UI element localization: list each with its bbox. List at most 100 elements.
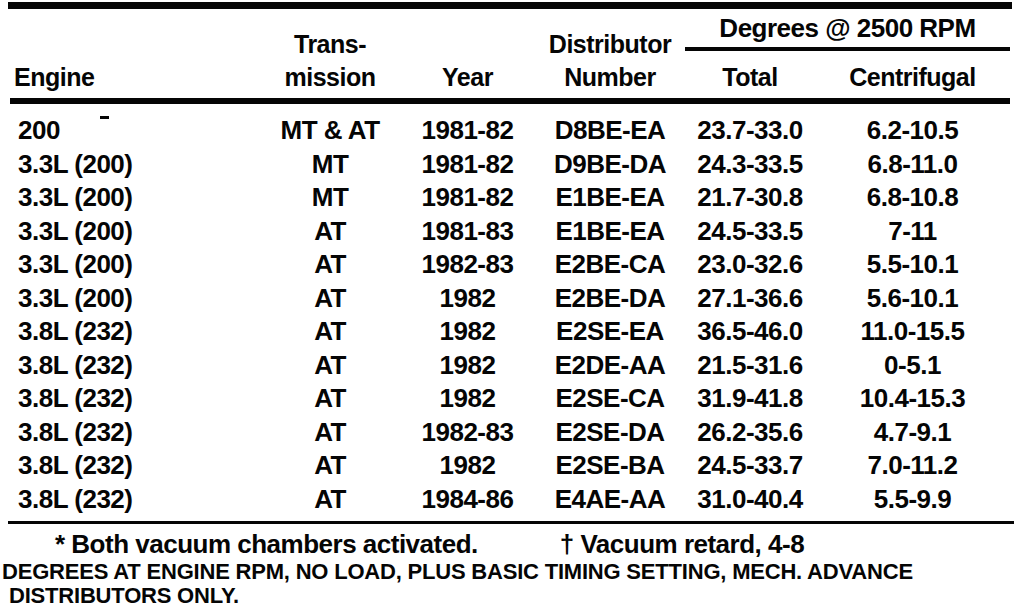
cell-centrifugal-degrees: 6.8-11.0: [815, 149, 1010, 180]
cell-centrifugal-degrees: 7.0-11.2: [815, 450, 1010, 481]
cell-engine: 3.8L (232): [10, 484, 260, 515]
cell-engine: 3.8L (232): [10, 383, 260, 414]
cell-total-degrees: 23.0-32.6: [685, 249, 815, 280]
cell-engine: 3.8L (232): [10, 316, 260, 347]
cell-transmission: AT: [260, 283, 400, 314]
cell-total-degrees: 26.2-35.6: [685, 417, 815, 448]
cell-distributor-number: E2SE-DA: [535, 417, 685, 448]
cell-year: 1981-82: [400, 149, 535, 180]
cell-centrifugal-degrees: 0-5.1: [815, 350, 1010, 381]
cell-distributor-number: E4AE-AA: [535, 484, 685, 515]
cell-centrifugal-degrees: 6.2-10.5: [815, 115, 1010, 146]
cell-centrifugal-degrees: 5.5-9.9: [815, 484, 1010, 515]
table-row: 3.8L (232) AT 1982 E2DE-AA 21.5-31.6 0-5…: [10, 349, 1010, 383]
cell-year: 1982-83: [400, 249, 535, 280]
column-header-engine: Engine: [10, 61, 260, 98]
cell-total-degrees: 31.0-40.4: [685, 484, 815, 515]
cell-total-degrees: 21.5-31.6: [685, 350, 815, 381]
table-row: 3.3L (200) AT 1982-83 E2BE-CA 23.0-32.6 …: [10, 248, 1010, 282]
table-row: 3.3L (200) AT 1981-83 E1BE-EA 24.5-33.5 …: [10, 215, 1010, 249]
table-row: 3.3L (200) MT 1981-82 E1BE-EA 21.7-30.8 …: [10, 181, 1010, 215]
cell-centrifugal-degrees: 5.5-10.1: [815, 249, 1010, 280]
transmission-header-line1: Trans-: [260, 28, 400, 61]
cell-engine: 3.3L (200): [10, 182, 260, 213]
cell-engine: 200: [10, 115, 260, 146]
cell-centrifugal-degrees: 10.4-15.3: [815, 383, 1010, 414]
table-row: 3.8L (232) AT 1982 E2SE-BA 24.5-33.7 7.0…: [10, 449, 1010, 483]
column-header-transmission: Trans- mission: [260, 28, 400, 98]
cell-transmission: AT: [260, 417, 400, 448]
scanned-spec-table-page: Degrees @ 2500 RPM Engine Trans- mission…: [0, 0, 1024, 610]
table-row: 3.3L (200) MT 1981-82 D9BE-DA 24.3-33.5 …: [10, 148, 1010, 182]
cell-engine: 3.8L (232): [10, 450, 260, 481]
cell-year: 1982: [400, 450, 535, 481]
cell-distributor-number: D9BE-DA: [535, 149, 685, 180]
footnotes-row: * Both vacuum chambers activated. † Vacu…: [0, 529, 1024, 559]
cell-distributor-number: E2SE-EA: [535, 316, 685, 347]
cell-total-degrees: 31.9-41.8: [685, 383, 815, 414]
cell-engine: 3.3L (200): [10, 149, 260, 180]
table-row: 3.8L (232) AT 1984-86 E4AE-AA 31.0-40.4 …: [10, 483, 1010, 517]
cell-transmission: AT: [260, 249, 400, 280]
distributor-header-line1: Distributor: [535, 28, 685, 61]
cell-engine: 3.3L (200): [10, 249, 260, 280]
cell-engine: 3.8L (232): [10, 417, 260, 448]
table-caption: DEGREES AT ENGINE RPM, NO LOAD, PLUS BAS…: [0, 560, 1024, 608]
cell-distributor-number: E2DE-AA: [535, 350, 685, 381]
footnote-dagger: † Vacuum retard, 4-8: [560, 529, 804, 560]
degrees-group-header: Degrees @ 2500 RPM: [685, 13, 1010, 51]
cell-engine: 3.3L (200): [10, 216, 260, 247]
cell-year: 1982: [400, 383, 535, 414]
column-header-year: Year: [400, 61, 535, 98]
cell-transmission: MT: [260, 149, 400, 180]
column-header-centrifugal: Centrifugal: [815, 61, 1010, 98]
cell-distributor-number: E2BE-DA: [535, 283, 685, 314]
table-row: 3.8L (232) AT 1982-83 E2SE-DA 26.2-35.6 …: [10, 416, 1010, 450]
cell-distributor-number: E1BE-EA: [535, 216, 685, 247]
cell-centrifugal-degrees: 11.0-15.5: [815, 316, 1010, 347]
cell-centrifugal-degrees: 7-11: [815, 216, 1010, 247]
caption-line2: DISTRIBUTORS ONLY.: [9, 584, 1024, 608]
cell-total-degrees: 23.7-33.0: [685, 115, 815, 146]
cell-distributor-number: E2SE-BA: [535, 450, 685, 481]
cell-total-degrees: 24.5-33.7: [685, 450, 815, 481]
cell-distributor-number: E1BE-EA: [535, 182, 685, 213]
cell-total-degrees: 36.5-46.0: [685, 316, 815, 347]
cell-transmission: AT: [260, 316, 400, 347]
table-row: 3.8L (232) AT 1982 E2SE-CA 31.9-41.8 10.…: [10, 382, 1010, 416]
cell-transmission: AT: [260, 216, 400, 247]
cell-year: 1981-82: [400, 182, 535, 213]
cell-year: 1981-83: [400, 216, 535, 247]
cell-transmission: MT: [260, 182, 400, 213]
cell-transmission: AT: [260, 383, 400, 414]
cell-total-degrees: 24.5-33.5: [685, 216, 815, 247]
cell-year: 1982: [400, 283, 535, 314]
cell-year: 1982: [400, 350, 535, 381]
cell-total-degrees: 24.3-33.5: [685, 149, 815, 180]
column-header-distributor-number: Distributor Number: [535, 28, 685, 98]
cell-transmission: MT & AT: [260, 115, 400, 146]
cell-centrifugal-degrees: 5.6-10.1: [815, 283, 1010, 314]
cell-year: 1982: [400, 316, 535, 347]
distributor-header-line2: Number: [535, 61, 685, 94]
cell-centrifugal-degrees: 6.8-10.8: [815, 182, 1010, 213]
cell-centrifugal-degrees: 4.7-9.1: [815, 417, 1010, 448]
cell-distributor-number: D8BE-EA: [535, 115, 685, 146]
cell-total-degrees: 27.1-36.6: [685, 283, 815, 314]
table-row: 200 MT & AT 1981-82 D8BE-EA 23.7-33.0 6.…: [10, 114, 1010, 148]
transmission-header-line2: mission: [260, 61, 400, 94]
cell-engine: 3.8L (232): [10, 350, 260, 381]
caption-line1: DEGREES AT ENGINE RPM, NO LOAD, PLUS BAS…: [2, 560, 1024, 584]
cell-transmission: AT: [260, 450, 400, 481]
table-body: 200 MT & AT 1981-82 D8BE-EA 23.7-33.0 6.…: [10, 104, 1010, 516]
cell-year: 1981-82: [400, 115, 535, 146]
cell-transmission: AT: [260, 484, 400, 515]
cell-distributor-number: E2BE-CA: [535, 249, 685, 280]
footnote-asterisk: * Both vacuum chambers activated.: [55, 529, 478, 560]
table-row: 3.3L (200) AT 1982 E2BE-DA 27.1-36.6 5.6…: [10, 282, 1010, 316]
top-border-rule: [8, 2, 1012, 9]
cell-total-degrees: 21.7-30.8: [685, 182, 815, 213]
cell-distributor-number: E2SE-CA: [535, 383, 685, 414]
cell-year: 1982-83: [400, 417, 535, 448]
cell-transmission: AT: [260, 350, 400, 381]
